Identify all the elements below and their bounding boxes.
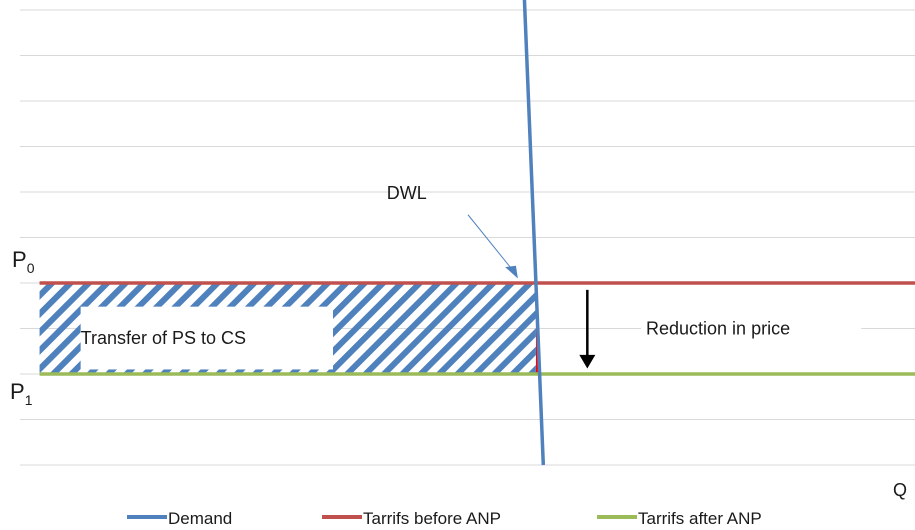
x-axis-label: Q xyxy=(893,480,907,500)
legend-item: Tarrifs before ANP xyxy=(322,509,501,528)
legend: Demand Tarrifs before ANP Tarrifs after AN… xyxy=(127,509,762,528)
shaded-areas xyxy=(39,283,862,374)
gridlines xyxy=(20,9,915,466)
legend-item: Demand xyxy=(127,509,232,528)
legend-label: Demand xyxy=(168,509,232,528)
legend-label: Tarrifs after ANP xyxy=(638,509,762,528)
p0-main: P xyxy=(12,247,27,272)
p0-label: P0 xyxy=(12,247,35,276)
p1-main: P xyxy=(10,379,25,404)
series-lines xyxy=(39,0,915,466)
dwl-annotation: DWL xyxy=(387,183,427,203)
reduction-arrowhead xyxy=(579,354,596,369)
reduction-annotation: Reduction in price xyxy=(646,318,790,338)
legend-label: Tarrifs before ANP xyxy=(363,509,501,528)
p1-label: P1 xyxy=(10,379,33,408)
p0-subscript: 0 xyxy=(27,260,35,276)
legend-item: Tarrifs after ANP xyxy=(597,509,762,528)
reduction-label-box xyxy=(641,312,862,340)
dwl-pointer-arrowhead xyxy=(505,265,518,279)
series-line-demand xyxy=(522,0,546,466)
p1-subscript: 1 xyxy=(25,392,33,408)
transfer-label-box xyxy=(80,306,334,370)
dwl-pointer-line xyxy=(467,214,513,270)
transfer-annotation: Transfer of PS to CS xyxy=(81,328,246,348)
